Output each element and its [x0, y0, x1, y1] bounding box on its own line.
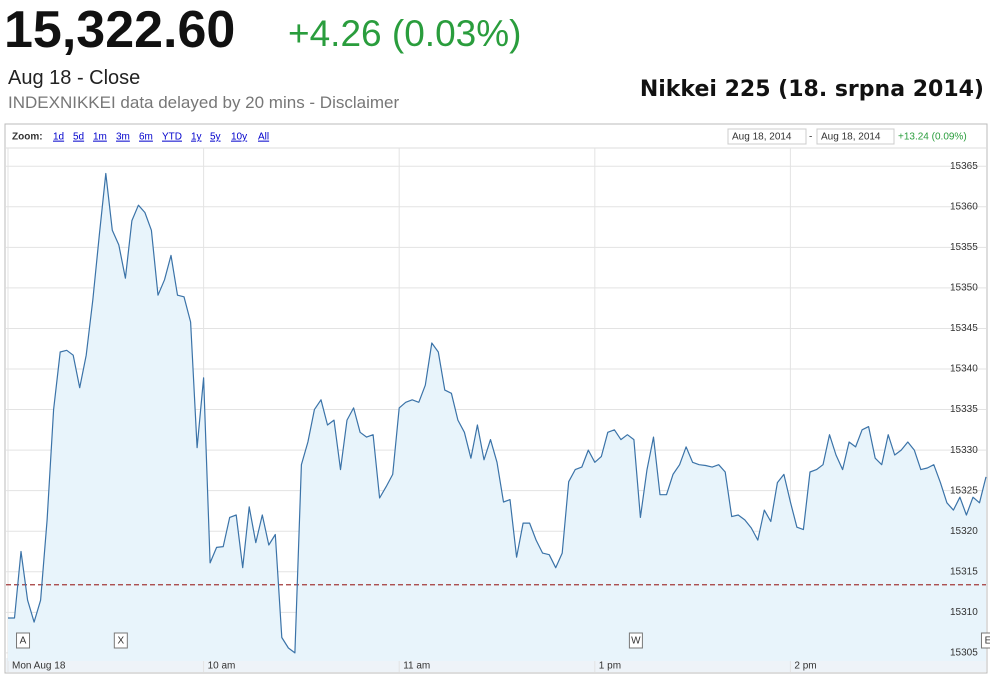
event-flag[interactable] [628, 632, 643, 649]
date-box[interactable] [727, 128, 807, 145]
caption: Nikkei 225 (18. srpna 2014) [639, 77, 984, 102]
y-tick-label: 15330 [950, 445, 978, 456]
zoom-option[interactable]: YTD [162, 132, 182, 143]
x-tick-label: 11 am [403, 661, 430, 672]
zoom-options: 1d 5d 1m 3m 6m YTD 1y 5y 10y All [53, 132, 269, 143]
price-change: +4.26 (0.03%) [288, 13, 522, 54]
y-tick-label: 15340 [950, 364, 978, 375]
x-axis-band [6, 658, 986, 672]
y-tick-label: 15320 [950, 526, 978, 537]
zoom-option[interactable]: 6m [139, 132, 153, 143]
zoom-option[interactable]: 1m [93, 132, 107, 143]
x-tick-label: 1 pm [599, 661, 621, 672]
y-tick-label: 15350 [950, 283, 978, 294]
range-change: +13.24 (0.09%) [898, 132, 967, 143]
event-flag[interactable] [980, 632, 990, 649]
x-tick-label: Mon Aug 18 [12, 661, 66, 672]
zoom-option[interactable]: 1y [191, 132, 202, 143]
date-box[interactable] [816, 128, 895, 145]
zoom-label: Zoom: [12, 132, 43, 143]
y-tick-label: 15360 [950, 201, 978, 212]
event-flag-label[interactable]: A [20, 636, 27, 647]
price: 15,322.60 [4, 1, 236, 59]
zoom-option[interactable]: All [258, 132, 269, 143]
y-tick-label: 15335 [950, 404, 978, 415]
zoom-option[interactable]: 10y [231, 132, 247, 143]
zoom-option[interactable]: 5y [210, 132, 221, 143]
y-tick-label: 15305 [950, 648, 978, 659]
y-tick-label: 15310 [950, 607, 978, 618]
y-tick-label: 15325 [950, 485, 978, 496]
date-separator: - [809, 132, 812, 143]
y-tick-label: 15355 [950, 242, 978, 253]
zoom-option[interactable]: 1d [53, 132, 64, 143]
event-flag-label[interactable]: E [985, 636, 990, 647]
event-flag-label[interactable]: W [631, 636, 641, 647]
event-flag[interactable] [16, 632, 31, 649]
x-tick-label: 2 pm [794, 661, 816, 672]
y-tick-label: 15365 [950, 161, 978, 172]
y-tick-label: 15345 [950, 323, 978, 334]
zoom-option[interactable]: 5d [73, 132, 84, 143]
status: Aug 18 - Close [8, 67, 141, 89]
delay-note: INDEXNIKKEI data delayed by 20 mins - Di… [8, 93, 400, 112]
zoom-option[interactable]: 3m [116, 132, 130, 143]
event-flag[interactable] [113, 632, 128, 649]
price-line [8, 172, 987, 654]
date-from[interactable]: Aug 18, 2014 [732, 132, 792, 143]
date-to[interactable]: Aug 18, 2014 [821, 132, 881, 143]
y-tick-label: 15315 [950, 566, 978, 577]
area-fill [8, 173, 986, 661]
event-flag-label[interactable]: X [117, 636, 124, 647]
x-tick-label: 10 am [208, 661, 236, 672]
